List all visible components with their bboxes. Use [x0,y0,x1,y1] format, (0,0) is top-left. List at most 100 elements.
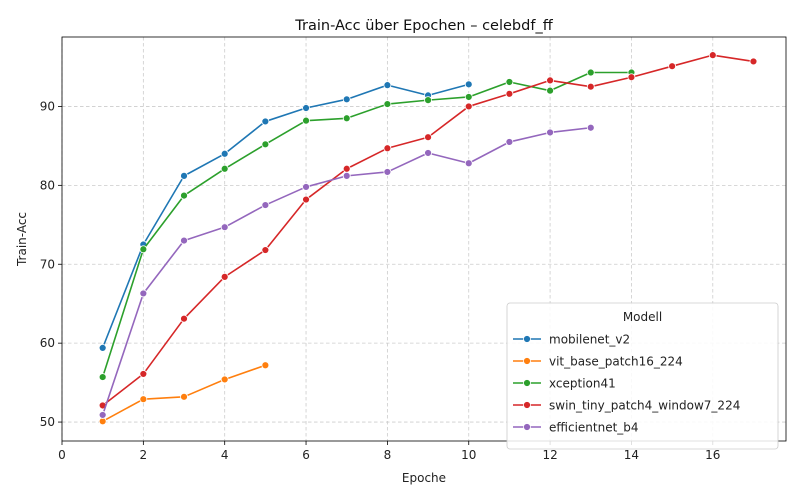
legend-marker [523,401,531,409]
legend-item: vit_base_patch16_224 [513,355,683,369]
data-point [464,102,473,111]
series-xception41 [98,68,636,381]
data-point [424,96,432,105]
legend: Modell mobilenet_v2 vit_base_patch16_224xc… [506,302,779,450]
data-point [383,168,392,176]
series-group [98,51,758,426]
data-point [261,246,270,254]
data-point [261,201,270,209]
legend-marker [523,357,531,365]
x-tick-label: 6 [302,448,310,462]
legend-title: Modell [623,310,662,324]
data-point [342,114,351,123]
data-point [627,73,636,82]
data-point [546,76,554,85]
data-point [708,51,717,60]
data-point [180,314,188,323]
data-point [668,62,677,71]
x-tick-label: 2 [140,448,148,462]
data-point [383,144,392,153]
data-point [464,93,473,101]
data-point [98,373,107,381]
data-point [546,86,554,95]
x-tick-label: 12 [542,448,557,462]
legend-label: xception41 [549,377,616,391]
y-tick-label: 80 [40,178,55,192]
x-tick-label: 16 [705,448,720,462]
data-point [546,128,554,137]
data-point [261,361,270,370]
data-point [464,80,473,89]
data-point [139,289,148,298]
data-point [424,133,432,142]
series-mobilenet_v2 [98,80,473,352]
data-point [464,159,473,168]
series-line [101,83,469,349]
data-point [749,57,758,66]
plot-frame [61,36,787,442]
data-point [139,395,148,404]
data-point [342,171,351,180]
legend-box [506,302,779,450]
legend-marker [523,423,531,431]
legend-item: efficientnet_b4 [513,421,639,435]
data-point [180,236,188,245]
data-point [505,138,514,146]
data-point [383,100,392,108]
legend-label: efficientnet_b4 [549,421,639,435]
y-tick-label: 50 [40,415,55,429]
legend-item: xception41 [513,377,616,391]
data-point [586,68,595,77]
axis-ticks: 0 2 4 6 8 10 12 14 16 50 60 70 80 90 [40,99,721,462]
data-point [383,81,392,90]
data-point [505,89,514,98]
y-tick-label: 90 [40,99,55,113]
data-point [302,195,310,204]
data-point [220,223,229,232]
x-tick-label: 14 [624,448,639,462]
data-point [139,245,148,254]
x-tick-label: 0 [58,448,66,462]
chart-title: Train-Acc über Epochen – celebdf_ff [294,18,553,34]
data-point [342,95,351,104]
y-tick-label: 70 [40,257,55,271]
data-point [180,171,188,180]
data-point [220,149,229,158]
series-vit_base_patch16_224 [98,361,270,426]
data-point [98,411,107,419]
y-tick-label: 60 [40,336,55,350]
data-point [505,78,514,86]
data-point [220,375,229,384]
data-point [302,104,310,112]
series-efficientnet_b4 [98,123,595,419]
legend-label: mobilenet_v2 [549,333,630,347]
legend-marker [523,335,531,343]
data-point [261,140,270,149]
data-point [98,343,107,352]
legend-label: vit_base_patch16_224 [549,355,683,369]
legend-label: swin_tiny_patch4_window7_224 [549,399,740,413]
legend-item: swin_tiny_patch4_window7_224 [513,399,740,413]
x-tick-label: 10 [461,448,476,462]
x-axis-label: Epoche [402,471,446,485]
x-tick-label: 8 [384,448,392,462]
data-point [302,116,310,125]
x-tick-label: 4 [221,448,229,462]
data-point [261,117,270,126]
data-point [220,272,229,281]
data-point [302,183,310,191]
data-point [180,191,188,200]
series-line [101,71,632,378]
legend-item: mobilenet_v2 [513,333,630,347]
data-point [424,149,432,157]
data-point [586,123,595,132]
data-point [220,164,229,173]
y-axis-label: Train-Acc [15,212,29,267]
series-swin_tiny_patch4_window7_224 [98,51,758,410]
data-point [180,392,188,401]
data-point [586,82,595,91]
data-point [139,370,148,378]
data-point [342,164,351,173]
legend-marker [523,379,531,387]
